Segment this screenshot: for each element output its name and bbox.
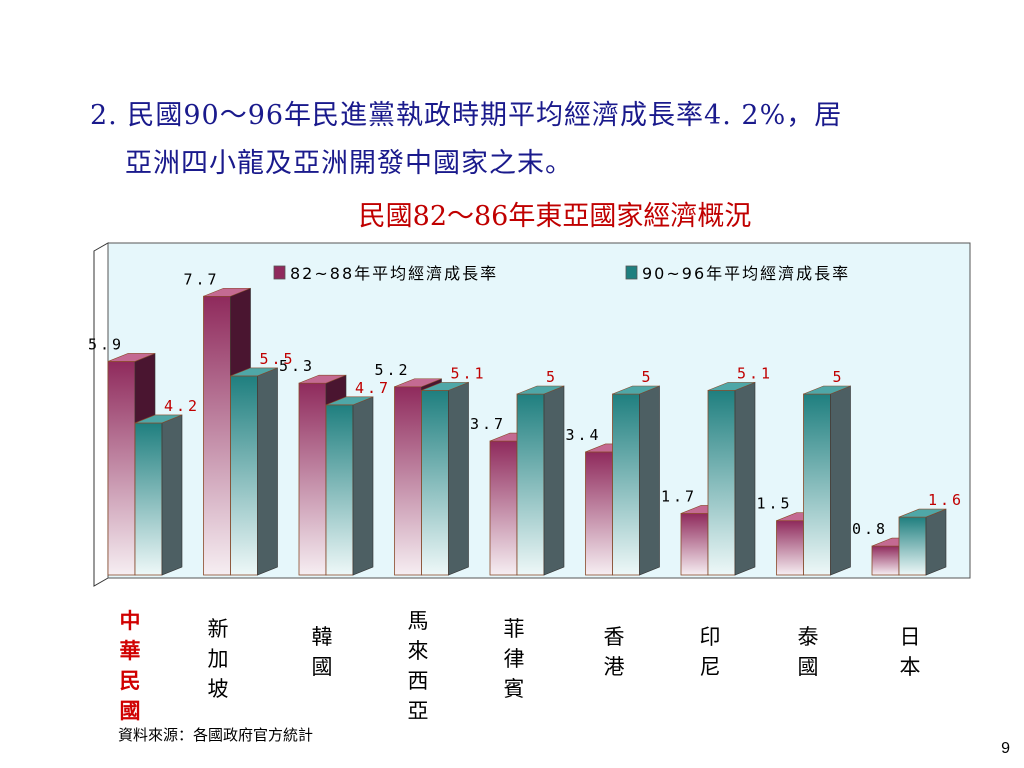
category-label-5: 菲律賓 xyxy=(503,617,525,701)
data-label-2-9: 1.6 xyxy=(928,491,964,509)
data-label-2-8: 5 xyxy=(833,368,845,386)
category-label-4: 馬來西亞 xyxy=(407,609,429,723)
source-note: 資料來源：各國政府官方統計 xyxy=(118,726,314,744)
bar-2-1 xyxy=(134,414,183,576)
page-number: 9 xyxy=(1001,740,1010,757)
data-label-1-5: 3.7 xyxy=(470,415,506,433)
category-label-6: 香港 xyxy=(603,625,625,679)
legend-label-1: 82~88年平均經濟成長率 xyxy=(290,264,498,283)
data-label-2-5: 5 xyxy=(546,368,558,386)
data-label-1-2: 7.7 xyxy=(183,270,219,288)
heading-line-1: 2. 民國90～96年民進黨執政時期平均經濟成長率4. 2%，居 xyxy=(90,100,843,131)
data-label-2-3: 4.7 xyxy=(355,379,391,397)
data-label-1-8: 1.5 xyxy=(756,495,792,513)
bar-2-6 xyxy=(612,385,660,576)
bar-2-9 xyxy=(898,508,947,576)
chart-legend: 82~88年平均經濟成長率 90~96年平均經濟成長率 xyxy=(273,264,850,283)
data-label-1-9: 0.8 xyxy=(852,520,888,538)
slide-heading: 2. 民國90～96年民進黨執政時期平均經濟成長率4. 2%，居 亞洲四小龍及亞… xyxy=(90,92,970,188)
category-label-1: 中華民國 xyxy=(119,609,141,723)
bar-2-3 xyxy=(325,396,374,576)
category-label-2: 新加坡 xyxy=(207,617,229,701)
legend-swatch-2 xyxy=(625,265,638,280)
bar-2-2 xyxy=(230,367,278,576)
bar-2-7 xyxy=(707,381,756,576)
data-label-1-1: 5.9 xyxy=(88,335,124,353)
data-label-1-4: 5.2 xyxy=(374,361,410,379)
heading-line-2: 亞洲四小龍及亞洲開發中國家之末。 xyxy=(125,148,573,179)
chart-title: 民國82～86年東亞國家經濟概況 xyxy=(358,201,752,232)
plot-side-wall xyxy=(93,242,109,587)
data-label-1-7: 1.7 xyxy=(661,487,697,505)
data-label-2-1: 4.2 xyxy=(164,397,200,415)
data-label-2-2: 5.5 xyxy=(260,350,296,368)
data-label-1-3: 5.3 xyxy=(279,357,315,375)
bar-2-4 xyxy=(421,381,469,576)
data-label-2-4: 5.1 xyxy=(451,364,487,382)
bar-2-8 xyxy=(803,385,851,576)
bar-2-5 xyxy=(516,385,565,576)
data-label-2-7: 5.1 xyxy=(737,364,773,382)
legend-label-2: 90~96年平均經濟成長率 xyxy=(642,264,850,283)
data-label-1-6: 3.4 xyxy=(565,426,601,444)
category-label-3: 韓國 xyxy=(311,625,333,679)
category-label-8: 泰國 xyxy=(797,625,819,679)
category-label-9: 日本 xyxy=(899,625,921,679)
legend-swatch-1 xyxy=(273,265,286,280)
category-label-7: 印尼 xyxy=(699,625,721,679)
data-label-2-6: 5 xyxy=(642,368,654,386)
bar-chart: 5.9 4.2 7.7 5.55.3 4.75.2 5.1 3.7 5 3.4 5 1.7 5.1 1.… xyxy=(88,242,971,587)
